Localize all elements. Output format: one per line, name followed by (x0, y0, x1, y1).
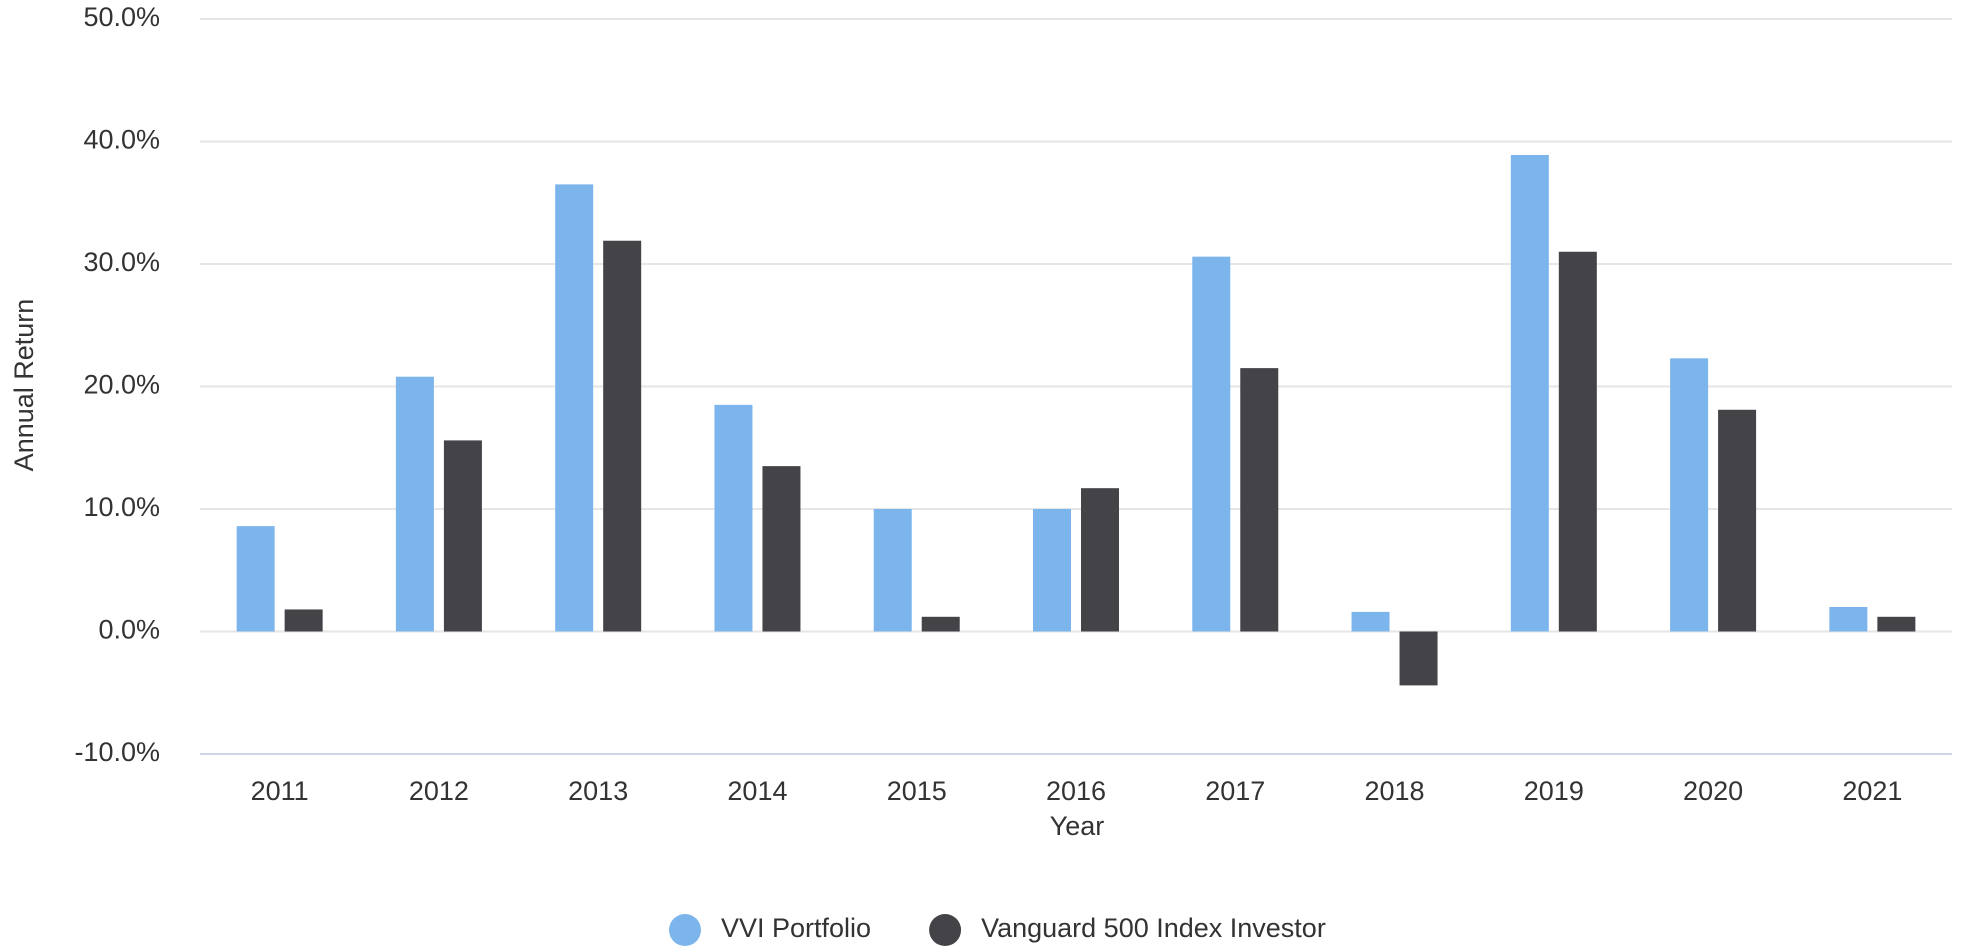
y-tick-label: 10.0% (83, 492, 160, 522)
bar (555, 184, 594, 632)
bar (1192, 256, 1231, 632)
x-tick-label: 2012 (409, 776, 469, 806)
legend-swatch (669, 914, 701, 946)
bar (1399, 631, 1438, 686)
legend-label: VVI Portfolio (721, 913, 871, 943)
bar (762, 466, 801, 632)
bar (236, 526, 275, 632)
y-tick-label: -10.0% (74, 737, 160, 767)
x-tick-label: 2013 (568, 776, 628, 806)
bar (1240, 368, 1279, 632)
x-tick-label: 2020 (1683, 776, 1743, 806)
x-tick-label: 2011 (251, 776, 309, 806)
x-tick-label: 2019 (1524, 776, 1584, 806)
legend-label: Vanguard 500 Index Investor (981, 913, 1326, 943)
x-tick-label: 2018 (1365, 776, 1425, 806)
x-tick-label: 2017 (1205, 776, 1265, 806)
y-tick-label: 20.0% (83, 370, 160, 400)
bar (1558, 251, 1597, 632)
x-tick-label: 2016 (1046, 776, 1106, 806)
legend-swatch (929, 914, 962, 946)
bar (1033, 509, 1071, 632)
y-tick-label: 30.0% (83, 247, 160, 277)
x-tick-label: 2021 (1842, 776, 1902, 806)
x-tick-label: 2014 (727, 776, 787, 806)
bar (395, 376, 434, 632)
bar (1718, 409, 1757, 632)
bar (714, 404, 753, 632)
y-axis-title: Annual Return (9, 299, 39, 472)
bar (284, 609, 323, 632)
bar (921, 616, 960, 632)
x-axis-title: Year (1050, 811, 1105, 841)
bar (1510, 154, 1549, 632)
bar (1829, 607, 1868, 632)
y-tick-label: 0.0% (98, 615, 160, 645)
bar (1351, 611, 1390, 632)
x-tick-label: 2015 (887, 776, 947, 806)
bar (1670, 358, 1709, 632)
bar (873, 509, 912, 632)
y-tick-label: 50.0% (83, 2, 160, 32)
bar (443, 440, 482, 632)
bar (603, 240, 642, 632)
bar (1877, 616, 1916, 632)
y-tick-label: 40.0% (83, 125, 160, 155)
bar (1081, 488, 1119, 632)
